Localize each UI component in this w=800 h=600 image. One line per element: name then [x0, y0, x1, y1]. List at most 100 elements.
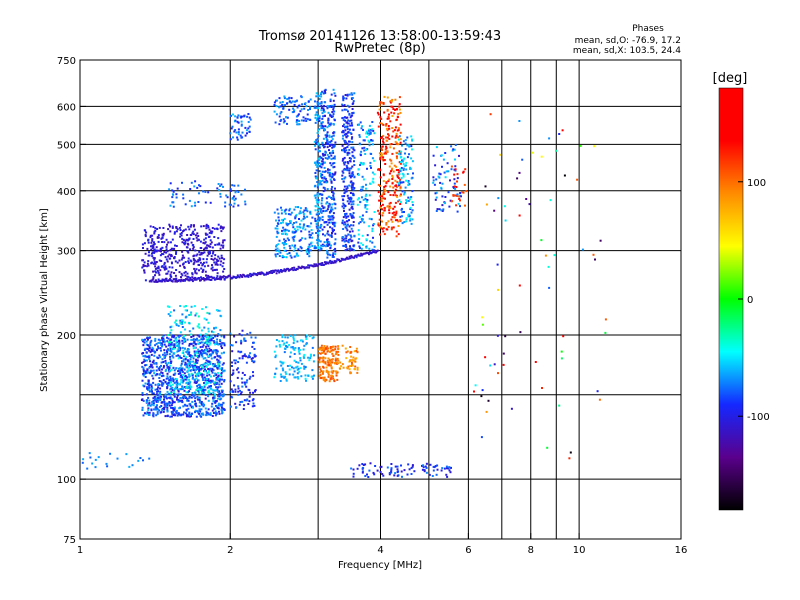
data-point: [334, 357, 337, 360]
data-point: [180, 224, 182, 227]
data-point: [453, 178, 456, 181]
data-point: [202, 357, 205, 360]
data-point: [399, 131, 402, 134]
data-point: [300, 230, 303, 233]
data-point: [395, 210, 398, 213]
data-point: [278, 340, 281, 343]
data-point: [376, 249, 379, 252]
data-point: [380, 118, 383, 120]
data-point: [154, 388, 157, 391]
data-point: [203, 265, 206, 268]
data-point: [278, 115, 281, 118]
data-point: [397, 171, 400, 174]
data-point: [237, 361, 240, 363]
data-point: [397, 143, 400, 146]
data-point: [325, 221, 328, 223]
data-point: [275, 113, 278, 116]
data-point: [209, 252, 211, 255]
data-point: [216, 309, 218, 312]
data-point: [212, 363, 215, 366]
data-point: [335, 353, 337, 356]
data-point: [388, 172, 391, 175]
data-point: [283, 97, 286, 100]
data-point: [389, 120, 392, 123]
data-point: [292, 347, 295, 350]
data-point: [325, 138, 328, 141]
data-point: [331, 256, 334, 258]
data-point: [343, 156, 346, 159]
data-point: [177, 394, 179, 397]
data-point: [212, 400, 215, 403]
data-point: [154, 399, 157, 402]
data-point: [199, 414, 202, 417]
data-point: [321, 170, 324, 173]
data-point: [381, 208, 383, 211]
data-point: [106, 465, 109, 468]
data-point: [441, 210, 444, 212]
data-point: [344, 190, 347, 193]
data-point: [178, 355, 181, 358]
data-point: [254, 389, 256, 392]
data-point: [200, 251, 203, 254]
data-point: [184, 240, 187, 243]
data-point: [213, 227, 216, 230]
data-point: [410, 157, 413, 160]
data-point: [188, 351, 191, 354]
data-point: [297, 361, 300, 364]
data-point: [176, 386, 179, 389]
data-point: [342, 238, 345, 241]
data-point: [434, 198, 437, 201]
data-point: [248, 125, 251, 128]
data-point: [304, 228, 307, 231]
data-point: [160, 342, 163, 345]
data-point: [204, 201, 207, 204]
data-point: [167, 368, 170, 371]
data-point: [176, 341, 179, 344]
data-point: [145, 343, 148, 346]
data-point: [216, 263, 219, 266]
data-point: [213, 374, 215, 377]
data-point: [216, 354, 219, 357]
data-point: [185, 391, 188, 394]
data-point: [209, 243, 212, 246]
data-point: [192, 367, 195, 370]
data-point: [333, 110, 336, 113]
data-point: [368, 469, 371, 472]
data-point: [146, 337, 149, 340]
data-point: [198, 408, 201, 411]
data-point: [219, 367, 222, 370]
data-point: [328, 124, 331, 127]
data-point: [167, 337, 170, 340]
data-point: [308, 118, 311, 121]
data-point: [296, 376, 299, 378]
data-point: [212, 412, 215, 414]
data-point: [201, 308, 204, 310]
data-point: [169, 397, 172, 400]
data-point: [177, 370, 180, 373]
data-point: [155, 398, 157, 401]
data-point: [487, 399, 490, 402]
data-point: [215, 389, 218, 392]
data-point: [410, 473, 413, 475]
data-point: [297, 248, 300, 251]
data-point: [371, 171, 374, 174]
data-point: [318, 120, 321, 122]
data-point: [300, 375, 303, 378]
data-point: [194, 271, 197, 274]
data-point: [326, 244, 329, 247]
data-point: [367, 139, 370, 142]
data-point: [434, 164, 437, 167]
data-point: [327, 171, 329, 174]
data-point: [405, 199, 408, 201]
data-point: [391, 115, 394, 117]
data-point: [313, 194, 316, 197]
data-point: [234, 115, 237, 118]
data-point: [215, 351, 218, 354]
data-point: [436, 464, 439, 467]
data-point: [518, 171, 521, 174]
data-point: [342, 158, 345, 161]
data-point: [179, 370, 182, 373]
data-point: [332, 99, 335, 102]
data-point: [216, 388, 219, 391]
data-point: [175, 339, 178, 342]
